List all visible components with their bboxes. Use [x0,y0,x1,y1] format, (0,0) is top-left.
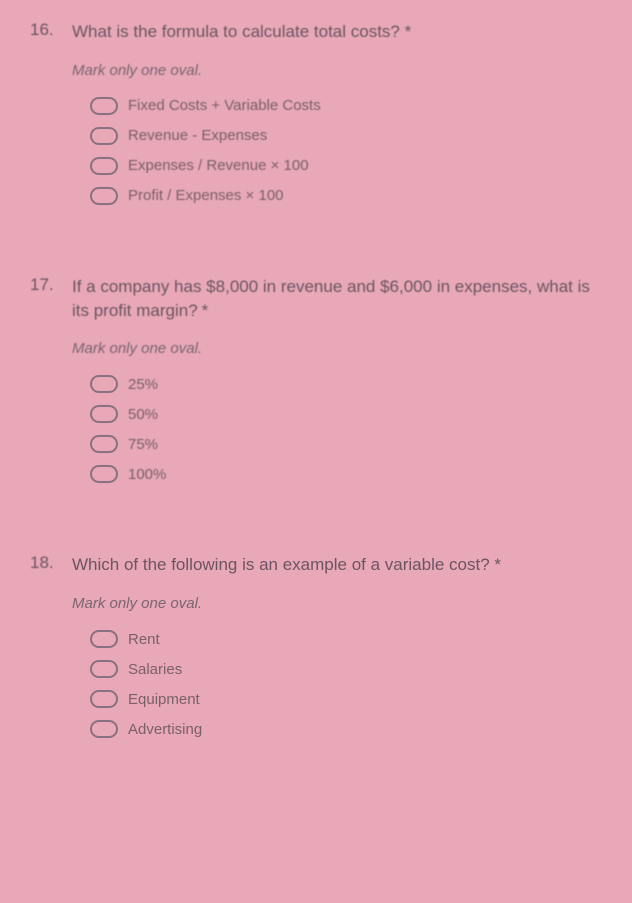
option-row[interactable]: Salaries [90,660,602,678]
option-label: Salaries [128,661,182,678]
option-row[interactable]: 25% [90,375,602,393]
question-text: If a company has $8,000 in revenue and $… [72,275,602,323]
question-block-17: 17. If a company has $8,000 in revenue a… [30,275,602,484]
question-text: What is the formula to calculate total c… [72,20,411,44]
option-row[interactable]: Equipment [90,690,602,708]
question-text-content: If a company has $8,000 in revenue and $… [72,277,590,320]
question-row: 17. If a company has $8,000 in revenue a… [30,275,602,323]
option-row[interactable]: Revenue - Expenses [90,127,602,145]
option-row[interactable]: 50% [90,405,602,423]
question-block-18: 18. Which of the following is an example… [30,553,602,738]
option-row[interactable]: Rent [90,630,602,648]
option-label: Rent [128,631,160,648]
oval-checkbox[interactable] [90,435,118,453]
required-asterisk: * [202,301,209,320]
option-row[interactable]: Profit / Expenses × 100 [90,187,602,205]
question-row: 18. Which of the following is an example… [30,553,602,577]
question-number: 18. [30,553,54,573]
instruction-text: Mark only one oval. [72,62,602,79]
oval-checkbox[interactable] [90,127,118,145]
option-row[interactable]: Advertising [90,720,602,738]
oval-checkbox[interactable] [90,690,118,708]
option-row[interactable]: 100% [90,465,602,483]
instruction-text: Mark only one oval. [72,595,602,612]
option-label: 50% [128,406,158,423]
oval-checkbox[interactable] [90,97,118,115]
question-number: 17. [30,275,54,295]
option-row[interactable]: Fixed Costs + Variable Costs [90,97,602,115]
oval-checkbox[interactable] [90,720,118,738]
options-list: Rent Salaries Equipment Advertising [90,630,602,738]
option-label: 75% [128,436,158,453]
options-list: Fixed Costs + Variable Costs Revenue - E… [90,97,602,205]
options-list: 25% 50% 75% 100% [90,375,602,483]
oval-checkbox[interactable] [90,630,118,648]
option-label: 25% [128,376,158,393]
option-label: Equipment [128,691,200,708]
oval-checkbox[interactable] [90,660,118,678]
oval-checkbox[interactable] [90,375,118,393]
question-number: 16. [30,20,54,40]
question-text: Which of the following is an example of … [72,553,501,577]
option-label: Revenue - Expenses [128,127,267,144]
option-label: Advertising [128,721,202,738]
question-block-16: 16. What is the formula to calculate tot… [30,20,602,205]
oval-checkbox[interactable] [90,157,118,175]
oval-checkbox[interactable] [90,465,118,483]
question-row: 16. What is the formula to calculate tot… [30,20,602,44]
option-label: Profit / Expenses × 100 [128,187,284,204]
option-label: 100% [128,466,166,483]
instruction-text: Mark only one oval. [72,340,602,357]
option-label: Expenses / Revenue × 100 [128,157,309,174]
oval-checkbox[interactable] [90,187,118,205]
option-row[interactable]: 75% [90,435,602,453]
oval-checkbox[interactable] [90,405,118,423]
option-label: Fixed Costs + Variable Costs [128,97,321,114]
option-row[interactable]: Expenses / Revenue × 100 [90,157,602,175]
